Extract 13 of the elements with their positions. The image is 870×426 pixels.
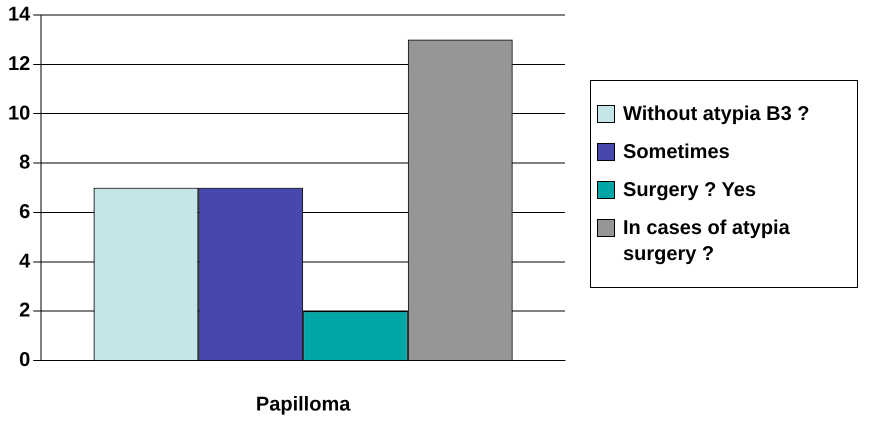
y-tick-label: 2 [19,300,30,322]
y-tick-label: 4 [19,250,32,272]
y-tick-label: 6 [19,201,30,223]
x-axis-title: Papilloma [256,394,352,416]
legend-label: In cases of atypia surgery ? [623,216,791,267]
y-tick-label: 14 [8,4,32,26]
legend-label: Sometimes [623,140,730,165]
y-tick-label: 0 [19,349,30,372]
legend-label: Surgery ? Yes [623,178,756,203]
y-tick-label: 12 [8,52,30,75]
y-tick-label: 8 [19,152,30,174]
y-tick-label: 10 [8,102,30,124]
legend-label: Without atypia B3 ? [623,102,810,127]
